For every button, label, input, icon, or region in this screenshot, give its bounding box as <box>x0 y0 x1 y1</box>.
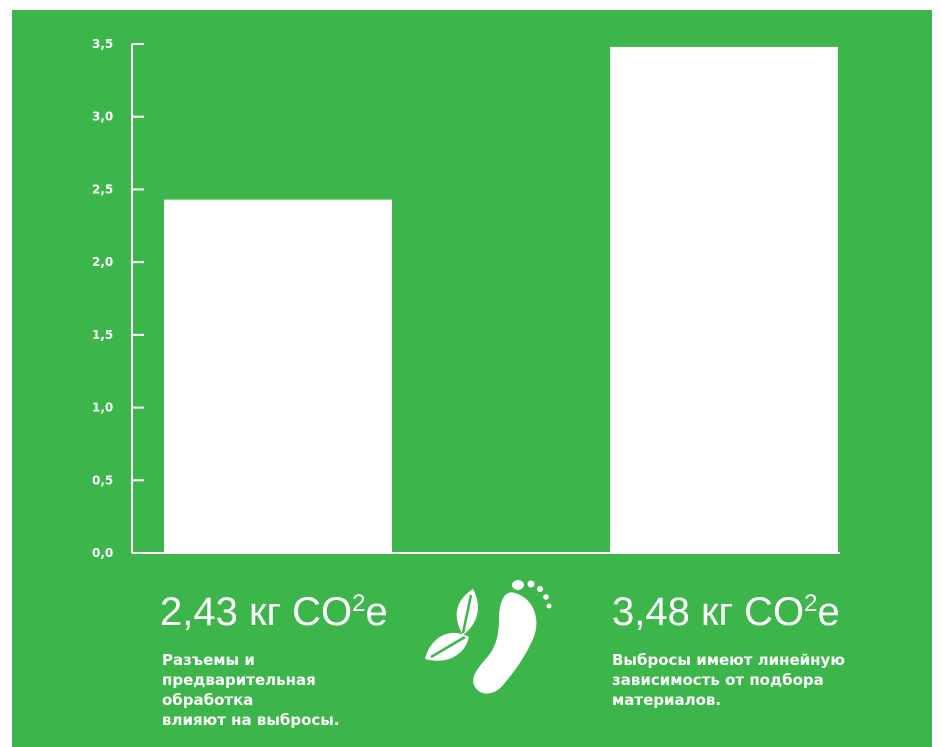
caption-right-line: Выбросы имеют линейную <box>612 651 845 669</box>
caption-left-line: влияют на выбросы. <box>162 711 340 729</box>
caption-left-line: обработка <box>162 691 254 709</box>
value-label-right: 3,48 кг CO2е <box>612 590 840 635</box>
y-tick-label: 0,0 <box>92 546 113 560</box>
value-left-number: 2,43 кг CO <box>160 590 353 634</box>
bar-chart: 0,0 0,5 1,0 1,5 2,0 2,5 3,0 3,5 <box>92 37 840 560</box>
value-label-left: 2,43 кг CO2е <box>160 590 388 635</box>
y-tick-label: 0,5 <box>92 473 113 487</box>
footprint-with-leaves-icon <box>425 580 552 694</box>
y-tick-label: 1,5 <box>92 328 113 342</box>
value-right-subscript: 2 <box>804 590 818 617</box>
caption-right: Выбросы имеют линейную зависимость от по… <box>612 650 845 710</box>
caption-right-line: материалов. <box>612 691 722 709</box>
value-left-suffix: е <box>365 590 388 634</box>
bar <box>164 199 392 553</box>
bar <box>610 46 838 554</box>
y-tick-label: 1,0 <box>92 401 113 415</box>
y-tick-label: 3,5 <box>92 37 113 51</box>
value-left-subscript: 2 <box>352 590 366 617</box>
y-tick-label: 2,0 <box>92 255 113 269</box>
caption-left-line: Разъемы и <box>162 651 255 669</box>
chart-panel: 0,0 0,5 1,0 1,5 2,0 2,5 3,0 3,5 2,43 кг CO2е Ра… <box>12 10 932 747</box>
caption-right-line: зависимость от подбора <box>612 671 824 689</box>
value-right-suffix: е <box>817 590 840 634</box>
caption-left-line: предварительная <box>162 671 316 689</box>
y-tick-label: 2,5 <box>92 182 113 196</box>
caption-left: Разъемы и предварительная обработка влия… <box>162 650 340 730</box>
value-right-number: 3,48 кг CO <box>612 590 805 634</box>
y-tick-label: 3,0 <box>92 110 113 124</box>
